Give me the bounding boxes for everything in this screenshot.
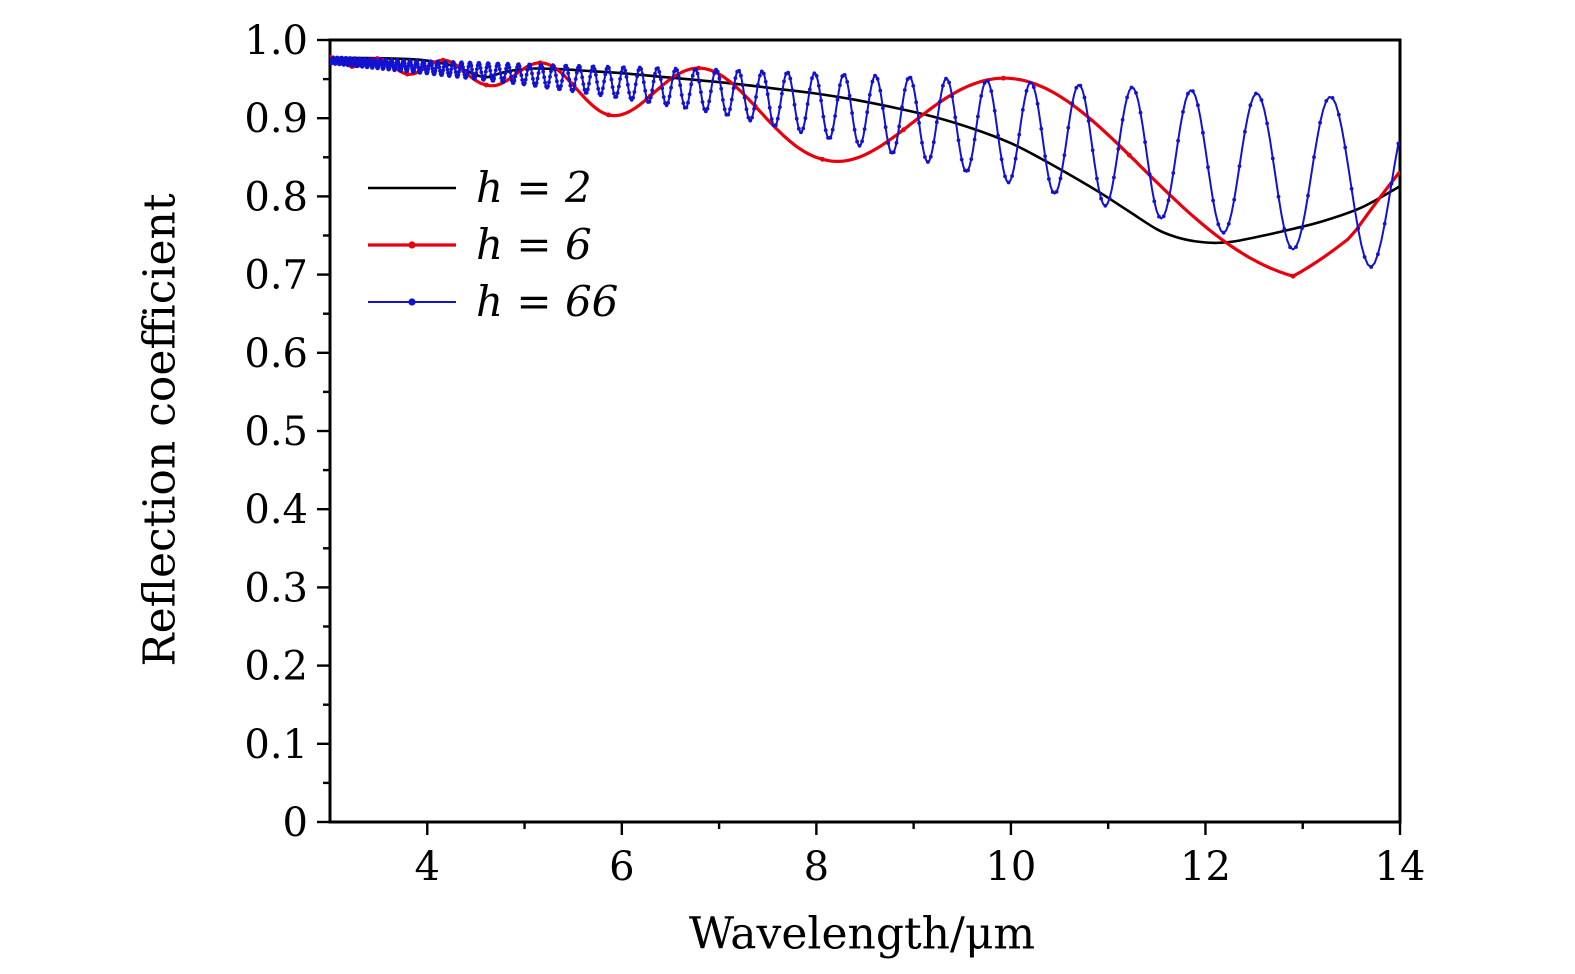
y-tick-label: 0.3 — [244, 565, 308, 611]
series-curves — [330, 54, 1400, 279]
legend-item: h = 2 — [368, 163, 592, 212]
y-tick-label: 0.7 — [244, 253, 308, 299]
x-tick-label: 6 — [609, 844, 634, 890]
y-tick-label: 0.8 — [244, 174, 308, 220]
x-axis-title: Wavelength/μm — [688, 908, 1036, 960]
y-tick-label: 0.2 — [244, 644, 308, 690]
y-axis-title: Reflection coefficient — [134, 193, 186, 667]
y-tick-label: 0.1 — [244, 722, 308, 768]
series-line-h2 — [333, 56, 1400, 245]
y-tick-label: 0.5 — [244, 409, 308, 455]
y-tick-label: 0.6 — [244, 331, 308, 377]
legend-label: h = 66 — [476, 277, 618, 326]
series-markers-h66 — [330, 55, 1400, 269]
x-tick-label: 12 — [1180, 844, 1231, 890]
y-tick-label: 1.0 — [244, 18, 308, 64]
legend: h = 2 h = 6 h = 66 — [368, 163, 618, 326]
x-tick-label: 14 — [1375, 844, 1426, 890]
legend-label: h = 6 — [476, 220, 592, 269]
legend-item: h = 6 — [368, 220, 592, 269]
y-tick-label: 0.4 — [244, 487, 308, 533]
legend-marker-sample — [408, 298, 416, 306]
y-tick-label: 0.9 — [244, 96, 308, 142]
legend-label: h = 2 — [476, 163, 592, 212]
x-tick-label: 10 — [985, 844, 1036, 890]
legend-marker-sample — [408, 241, 416, 249]
y-tick-label: 0 — [283, 800, 308, 846]
axis-ticks — [317, 38, 1402, 835]
x-tick-label: 4 — [415, 844, 440, 890]
x-tick-label: 8 — [804, 844, 829, 890]
tick-labels: 4 6 8 10 12 14 0 0.1 0.2 0.3 0.4 0.5 0.6 0.7 0.8 0.9 1.0 — [244, 18, 1425, 890]
legend-item: h = 66 — [368, 277, 618, 326]
